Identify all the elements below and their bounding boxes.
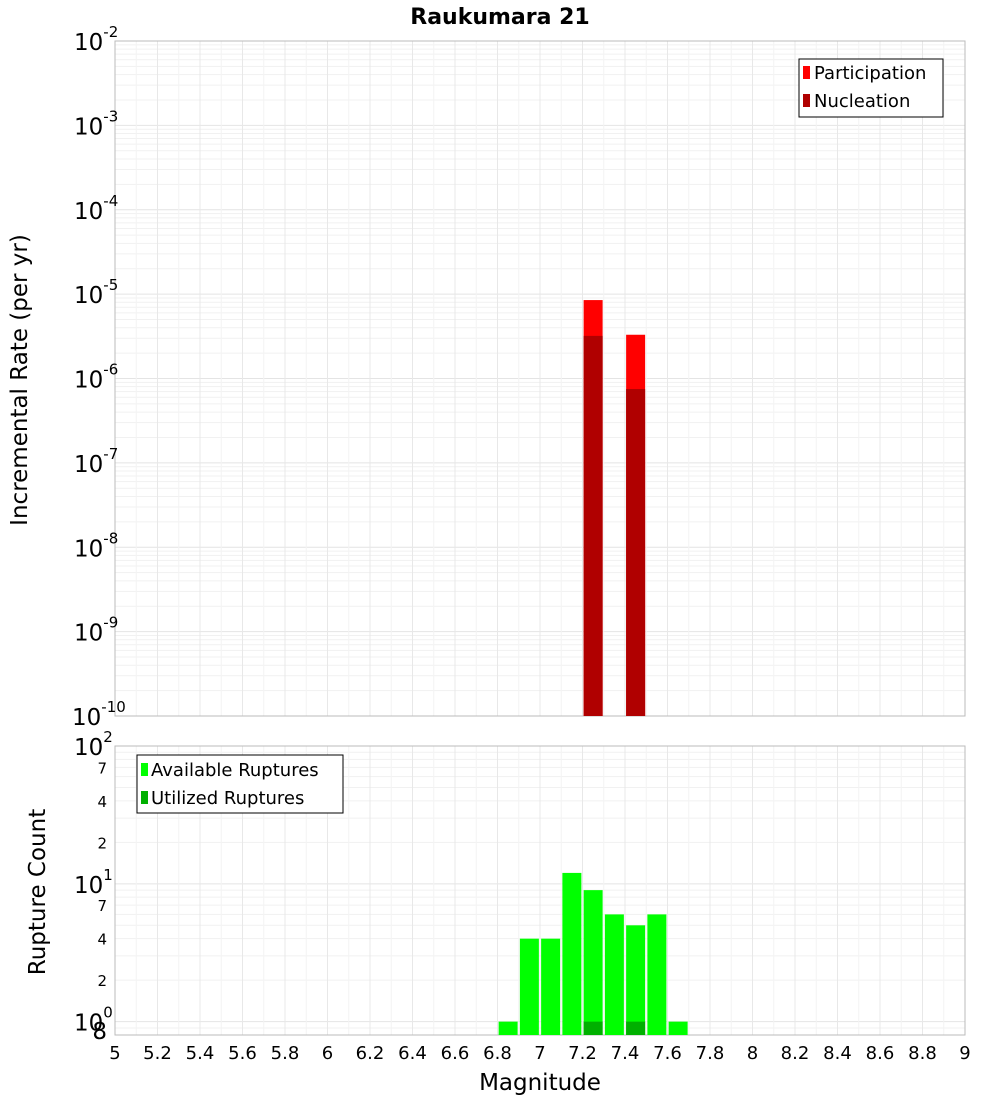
x-tick-label: 5.4 — [186, 1043, 215, 1064]
x-tick-label: 8.8 — [908, 1043, 937, 1064]
nucleation-bar — [583, 335, 603, 716]
legend-label-available: Available Ruptures — [151, 760, 319, 781]
x-axis-ticks: 5 5.2 5.4 5.6 5.8 6 6.2 6.4 6.6 6.8 7 7.2 7.4 7.6 7.8 8… — [109, 1043, 970, 1064]
legend-swatch-nucleation — [803, 94, 810, 107]
y-tick-label: 10-3 — [74, 107, 118, 140]
utilized-ruptures-bar — [626, 1021, 646, 1035]
x-tick-label: 6.6 — [441, 1043, 470, 1064]
available-ruptures-bar — [519, 938, 539, 1035]
x-tick-label: 6.2 — [356, 1043, 385, 1064]
legend-swatch-participation — [803, 66, 810, 79]
y-tick-label: 10-2 — [74, 23, 118, 56]
top-plot-frame — [114, 40, 966, 717]
top-plot-bars — [583, 300, 646, 716]
x-tick-label: 5 — [109, 1043, 120, 1064]
top-legend-box — [798, 58, 944, 118]
legend-label-utilized: Utilized Ruptures — [151, 788, 304, 809]
y-tick-label: 10-4 — [74, 192, 118, 225]
available-ruptures-bar — [498, 1021, 518, 1035]
legend-swatch-utilized — [141, 791, 148, 804]
available-ruptures-bar — [541, 938, 561, 1035]
available-ruptures-bar — [583, 890, 603, 1035]
available-ruptures-bar — [647, 914, 667, 1035]
bottom-y-axis-label: Rupture Count — [25, 809, 51, 975]
x-tick-label: 5.2 — [143, 1043, 172, 1064]
x-tick-label: 6 — [322, 1043, 333, 1064]
x-tick-label: 8.6 — [866, 1043, 895, 1064]
x-axis-label: Magnitude — [479, 1070, 601, 1096]
available-ruptures-bar — [668, 1021, 688, 1035]
top-legend: Participation Nucleation — [798, 58, 944, 118]
chart-title: Raukumara 21 — [410, 5, 589, 30]
y-minor-tick-label: 2 — [97, 834, 107, 852]
x-tick-label: 8.2 — [781, 1043, 810, 1064]
y-minor-tick-label: 4 — [97, 793, 107, 811]
y-tick-label: 10-8 — [74, 529, 118, 562]
x-tick-label: 7.8 — [696, 1043, 725, 1064]
x-tick-label: 7.2 — [568, 1043, 597, 1064]
y-tick-label: 10-6 — [74, 361, 118, 394]
y-minor-tick-label: 7 — [97, 897, 107, 915]
y-minor-tick-label: 8 — [92, 1019, 107, 1045]
y-minor-tick-label: 7 — [97, 759, 107, 777]
y-minor-tick-label: 4 — [97, 931, 107, 949]
y-tick-label: 100 — [74, 1004, 113, 1037]
bottom-legend: Available Ruptures Utilized Ruptures — [136, 754, 344, 814]
x-tick-label: 9 — [959, 1043, 970, 1064]
y-tick-label: 101 — [74, 866, 113, 899]
x-tick-label: 6.4 — [398, 1043, 427, 1064]
bottom-plot-frame — [114, 745, 966, 1036]
x-tick-label: 7.4 — [611, 1043, 640, 1064]
utilized-ruptures-bar — [583, 1021, 603, 1035]
x-tick-label: 7 — [534, 1043, 545, 1064]
bottom-plot-grid — [114, 746, 966, 1035]
x-tick-label: 8 — [747, 1043, 758, 1064]
x-tick-label: 6.8 — [483, 1043, 512, 1064]
legend-label-nucleation: Nucleation — [814, 91, 910, 112]
x-tick-label: 7.6 — [653, 1043, 682, 1064]
x-tick-label: 8.4 — [823, 1043, 852, 1064]
x-tick-label: 5.6 — [228, 1043, 257, 1064]
bottom-plot-y-ticks: 102 101 100 7 4 2 7 4 2 8 — [74, 728, 113, 1045]
available-ruptures-bar — [604, 914, 624, 1035]
available-ruptures-bar — [562, 872, 582, 1035]
x-tick-label: 5.8 — [271, 1043, 300, 1064]
top-plot-grid — [114, 41, 966, 717]
top-y-axis-label: Incremental Rate (per yr) — [7, 234, 33, 526]
legend-label-participation: Participation — [814, 63, 926, 84]
available-ruptures-bar — [626, 925, 646, 1035]
y-tick-label: 10-10 — [72, 698, 126, 731]
y-tick-label: 10-9 — [74, 614, 118, 647]
bottom-legend-box — [136, 754, 344, 814]
y-minor-tick-label: 2 — [97, 972, 107, 990]
nucleation-bar — [626, 389, 646, 716]
bottom-plot-bars — [498, 872, 688, 1035]
y-tick-label: 10-5 — [74, 276, 118, 309]
y-tick-label: 102 — [74, 728, 113, 761]
legend-swatch-available — [141, 763, 148, 776]
top-plot-y-ticks: 10-2 10-3 10-4 10-5 10-6 10-7 10-8 10-9 10-10 — [72, 23, 126, 731]
y-tick-label: 10-7 — [74, 445, 118, 478]
